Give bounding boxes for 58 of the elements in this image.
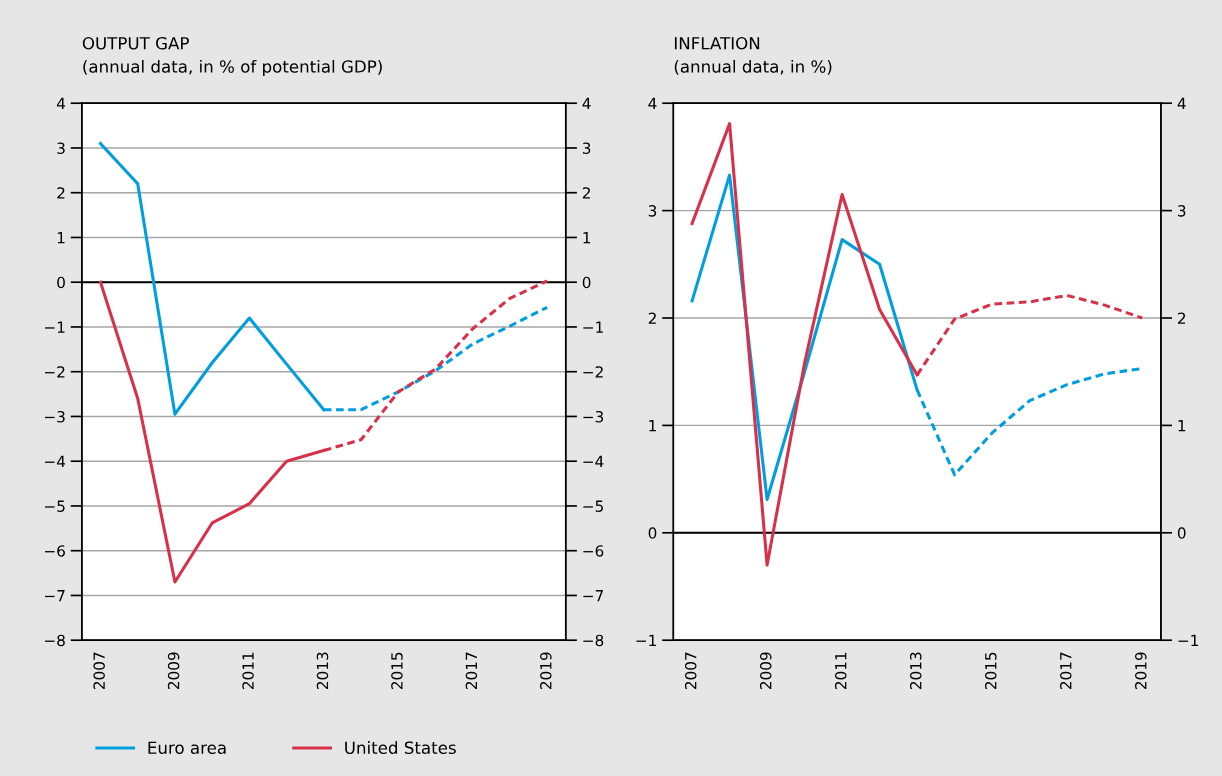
y2-tick-label: 0	[582, 276, 591, 289]
y-tick-label: −5	[45, 500, 65, 512]
x-tick-label: 2017	[1060, 652, 1072, 690]
y2-tick-label: 4	[582, 97, 591, 110]
chart-subtitle: (annual data, in % of potential GDP)	[83, 59, 382, 77]
y2-tick-label: 2	[582, 187, 590, 199]
x-tick-label: 2019	[540, 652, 552, 690]
y2-tick-label: −8	[583, 634, 604, 647]
y-tick-label: 3	[57, 142, 65, 154]
y2-tick-label: 2	[1177, 312, 1186, 324]
y2-tick-label: −2	[583, 366, 603, 378]
x-tick-label: 2013	[316, 652, 329, 690]
x-tick-label: 2007	[93, 652, 105, 690]
y2-tick-label: 1	[583, 232, 591, 244]
y-tick-label: −6	[45, 545, 65, 557]
x-tick-label: 2013	[909, 652, 922, 690]
y2-tick-label: 3	[1178, 205, 1186, 217]
y-tick-label: 3	[648, 205, 657, 217]
y-tick-label: 4	[56, 97, 66, 110]
x-tick-label: 2015	[985, 652, 997, 690]
y2-tick-label: −6	[583, 545, 604, 557]
y-tick-label: −7	[45, 590, 65, 602]
x-tick-label: 2015	[391, 652, 403, 690]
chart-title: OUTPUT GAP	[82, 36, 189, 50]
x-tick-label: 2007	[684, 652, 697, 690]
x-tick-label: 2011	[834, 652, 847, 690]
x-tick-label: 2019	[1135, 652, 1147, 690]
y-tick-label: 0	[57, 276, 65, 289]
y-tick-label: 1	[57, 232, 65, 244]
x-tick-label: 2009	[167, 652, 180, 690]
y-tick-label: 4	[648, 97, 657, 110]
legend-label: United States	[345, 741, 456, 755]
y2-tick-label: −7	[583, 590, 603, 602]
y-tick-label: 0	[648, 527, 657, 539]
legend-label: Euro area	[148, 741, 226, 755]
chart-title: INFLATION	[674, 36, 760, 50]
y2-tick-label: 4	[1177, 97, 1186, 110]
y2-tick-label: −4	[583, 455, 604, 468]
y2-tick-label: −3	[583, 410, 604, 423]
x-tick-label: 2011	[242, 652, 254, 690]
y-tick-label: 1	[649, 420, 656, 432]
y2-tick-label: 0	[1177, 527, 1186, 539]
y-tick-label: −1	[45, 321, 65, 333]
y2-tick-label: 1	[1178, 420, 1186, 432]
y-tick-label: 2	[57, 187, 65, 199]
y-tick-label: −8	[45, 634, 65, 647]
y-tick-label: −1	[636, 634, 656, 646]
chart-subtitle: (annual data, in %)	[674, 59, 832, 75]
y-tick-label: −4	[45, 455, 66, 468]
y-tick-label: 2	[648, 312, 656, 324]
y2-tick-label: −1	[1178, 634, 1198, 646]
y2-tick-label: 3	[582, 142, 591, 154]
y-tick-label: −2	[45, 366, 65, 378]
y-tick-label: −3	[45, 410, 65, 423]
y2-tick-label: −1	[583, 321, 603, 333]
x-tick-label: 2009	[759, 652, 772, 690]
y2-tick-label: −5	[583, 500, 603, 512]
x-tick-label: 2017	[465, 652, 478, 690]
